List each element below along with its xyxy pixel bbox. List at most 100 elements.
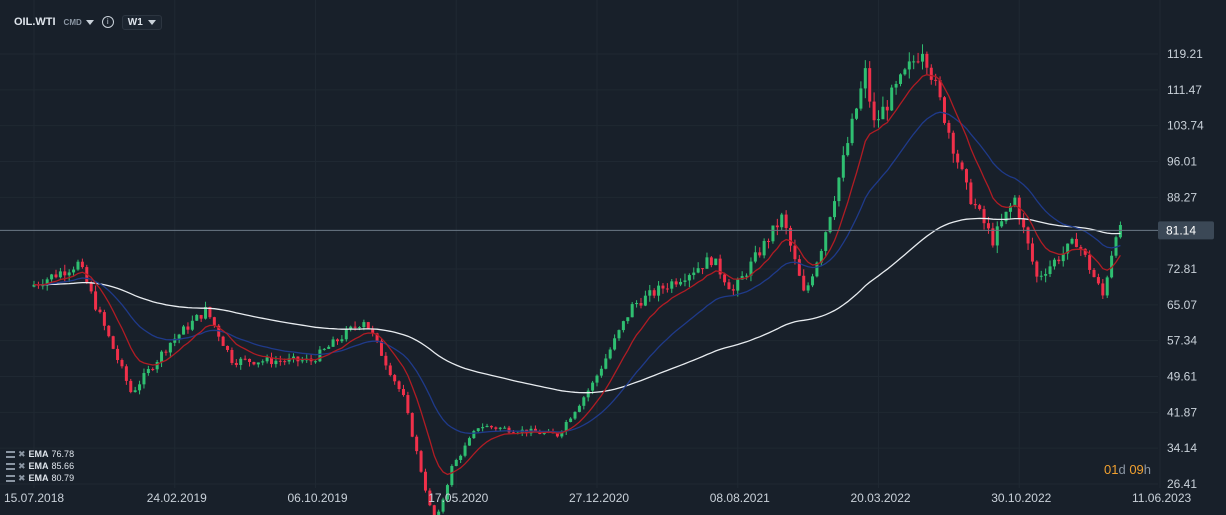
candle-body bbox=[903, 69, 907, 75]
candle-body bbox=[63, 271, 67, 276]
chevron-down-icon bbox=[147, 19, 156, 25]
candle-body bbox=[265, 357, 269, 362]
candle-body bbox=[50, 274, 54, 280]
candle-body bbox=[665, 288, 669, 290]
candle-body bbox=[982, 209, 986, 224]
candle-body bbox=[969, 182, 973, 205]
current-price-tag bbox=[1158, 221, 1214, 240]
candle-body bbox=[177, 334, 181, 339]
candle-body bbox=[604, 358, 608, 369]
candle-body bbox=[872, 101, 876, 121]
candle-body bbox=[1035, 261, 1039, 277]
symbol-label[interactable]: OIL.WTI bbox=[14, 16, 56, 28]
instrument-type-label: CMD bbox=[63, 17, 82, 27]
candle-body bbox=[432, 505, 436, 515]
candle-body bbox=[450, 466, 454, 486]
candle-body bbox=[472, 431, 476, 439]
candle-body bbox=[657, 285, 661, 296]
candle-body bbox=[679, 281, 683, 285]
x-tick-label: 08.08.2021 bbox=[710, 491, 770, 505]
candle-body bbox=[929, 67, 933, 80]
candle-body bbox=[32, 284, 36, 287]
candle-body bbox=[855, 108, 859, 119]
candle-body bbox=[1096, 277, 1100, 284]
candle-body bbox=[476, 428, 480, 432]
x-axis: 15.07.2018 24.02.2019 06.10.2019 17.05.2020… bbox=[4, 491, 1191, 505]
countdown-hours-unit: h bbox=[1143, 462, 1152, 477]
remove-icon[interactable]: ✖ bbox=[18, 472, 26, 483]
candle-body bbox=[670, 281, 674, 289]
x-tick-label: 27.12.2020 bbox=[569, 491, 629, 505]
candle-body bbox=[397, 381, 401, 390]
candle-body bbox=[375, 333, 379, 341]
candle-body bbox=[1026, 227, 1030, 244]
candle-body bbox=[371, 328, 375, 334]
candle-body bbox=[212, 317, 216, 326]
candle-body bbox=[991, 228, 995, 246]
candle-body bbox=[441, 499, 445, 512]
candle-body bbox=[1008, 205, 1012, 212]
candle-body bbox=[934, 79, 938, 81]
candle-body bbox=[811, 276, 815, 286]
settings-lines-icon[interactable] bbox=[6, 450, 15, 458]
candle-body bbox=[621, 321, 625, 331]
candle-body bbox=[331, 339, 335, 347]
settings-lines-icon[interactable] bbox=[6, 474, 15, 482]
y-tick-label: 103.74 bbox=[1167, 119, 1204, 133]
info-icon[interactable]: i bbox=[101, 16, 114, 28]
candle-body bbox=[850, 118, 854, 144]
candle-body bbox=[793, 245, 797, 260]
candle-body bbox=[591, 382, 595, 391]
candle-body bbox=[270, 357, 274, 365]
x-tick-label: 15.07.2018 bbox=[4, 491, 64, 505]
candle-body bbox=[362, 322, 366, 328]
candle-body bbox=[639, 303, 643, 306]
candle-body bbox=[76, 261, 80, 270]
candle-body bbox=[415, 436, 419, 452]
candle-body bbox=[674, 281, 678, 285]
y-axis: 119.21 111.47 103.74 96.01 88.27 72.81 65.07 57… bbox=[1167, 47, 1204, 491]
candle-body bbox=[771, 225, 775, 242]
x-tick-label: 24.02.2019 bbox=[147, 491, 207, 505]
indicator-row[interactable]: ✖ EMA 80.79 bbox=[6, 472, 74, 484]
y-tick-label: 34.14 bbox=[1167, 441, 1197, 455]
countdown-days: 01 bbox=[1104, 462, 1119, 477]
candle-body bbox=[613, 338, 617, 350]
candle-body bbox=[824, 232, 828, 251]
indicator-row[interactable]: ✖ EMA 76.78 bbox=[6, 448, 74, 460]
settings-lines-icon[interactable] bbox=[6, 462, 15, 470]
indicator-legend: ✖ EMA 76.78 ✖ EMA 85.66 ✖ EMA 80.79 bbox=[6, 448, 74, 484]
candle-body bbox=[379, 340, 383, 356]
indicator-value: 80.79 bbox=[51, 473, 75, 483]
candle-body bbox=[951, 132, 955, 154]
current-price-label: 81.14 bbox=[1166, 223, 1196, 237]
candle-body bbox=[573, 411, 577, 419]
remove-icon[interactable]: ✖ bbox=[18, 448, 26, 459]
ema-line bbox=[34, 217, 1121, 394]
candle-body bbox=[986, 223, 990, 229]
candle-body bbox=[410, 413, 414, 437]
y-tick-label: 88.27 bbox=[1167, 190, 1197, 204]
candle-body bbox=[1110, 255, 1114, 278]
candle-body bbox=[168, 342, 172, 353]
timeframe-dropdown[interactable]: W1 bbox=[121, 14, 162, 30]
candle-body bbox=[318, 349, 322, 362]
candle-body bbox=[881, 106, 885, 120]
candle-body bbox=[696, 268, 700, 273]
candle-body bbox=[1057, 259, 1061, 262]
instrument-type-dropdown[interactable]: CMD bbox=[64, 18, 94, 27]
candle-body bbox=[67, 272, 71, 276]
candle-body bbox=[98, 309, 102, 313]
candle-body bbox=[736, 279, 740, 291]
candle-body bbox=[863, 68, 867, 89]
candle-body bbox=[151, 368, 155, 370]
candle-body bbox=[102, 312, 106, 326]
candle-body bbox=[353, 326, 357, 328]
candle-body bbox=[775, 225, 779, 228]
candle-body bbox=[393, 375, 397, 382]
y-tick-label: 49.61 bbox=[1167, 370, 1197, 384]
candle-body bbox=[828, 217, 832, 233]
indicator-row[interactable]: ✖ EMA 85.66 bbox=[6, 460, 74, 472]
remove-icon[interactable]: ✖ bbox=[18, 460, 26, 471]
